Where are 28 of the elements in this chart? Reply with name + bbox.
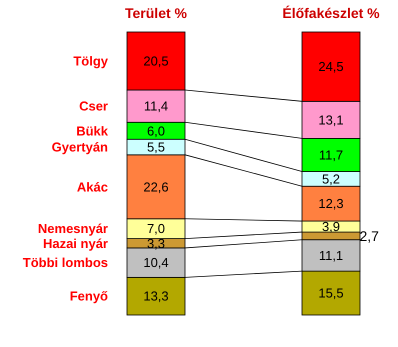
data-label: 22,6 (143, 179, 169, 194)
series-label: Bükk (76, 123, 109, 138)
data-label: 20,5 (143, 54, 169, 69)
x-tick-label: Élőfakészlet % (282, 5, 380, 21)
data-label: 13,1 (318, 112, 344, 128)
data-label: 12,3 (318, 196, 344, 212)
series-label: Gyertyán (52, 140, 108, 155)
series-label: Többi lombos (22, 255, 108, 270)
series-label: Akác (76, 179, 108, 194)
data-label: 3,9 (322, 219, 340, 234)
data-label: 7,0 (146, 221, 166, 236)
series-label: Cser (79, 98, 108, 114)
data-label: 10,4 (143, 255, 169, 270)
data-label: 3,3 (146, 236, 166, 251)
data-label: 5,2 (322, 171, 340, 186)
data-label: 11,4 (144, 98, 168, 114)
data-label: 24,5 (318, 59, 344, 74)
series-label: Hazai nyár (42, 236, 108, 251)
data-label: 11,7 (318, 147, 344, 162)
data-label: 15,5 (318, 286, 344, 301)
data-label: 13,3 (143, 288, 169, 304)
data-label: 5,5 (146, 140, 166, 155)
x-tick-label: Terület % (125, 5, 188, 21)
series-label: Fenyő (70, 288, 108, 304)
data-label: 11,1 (318, 248, 344, 263)
series-label: Nemesnyár (38, 221, 108, 236)
data-label: 6,0 (146, 123, 166, 138)
series-label: Tölgy (73, 54, 109, 69)
